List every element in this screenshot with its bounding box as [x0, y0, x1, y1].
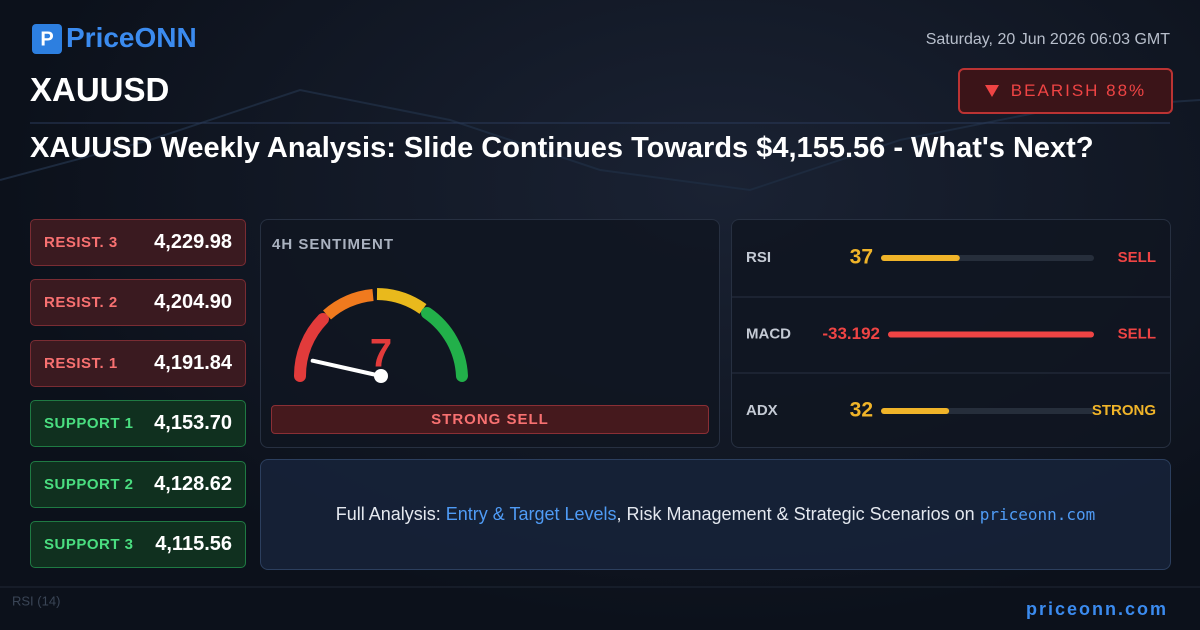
indicator-bar: [888, 331, 1094, 338]
indicator-value: 37: [850, 246, 873, 269]
level-box: SUPPORT 1 4,153.70: [30, 400, 246, 448]
background-label: RSI (14): [12, 593, 60, 608]
indicator-value: 32: [850, 399, 873, 422]
level-value: 4,229.98: [154, 231, 232, 253]
indicator-bar: [881, 408, 950, 414]
indicator-name: ADX: [746, 402, 778, 419]
level-box: SUPPORT 3 4,115.56: [30, 521, 246, 568]
sentiment-panel: 4H SENTIMENT 7 STRONG SELL: [260, 219, 720, 448]
brand[interactable]: priceonn.com: [1025, 599, 1168, 619]
gauge: 7: [293, 288, 468, 383]
level-value: 4,204.90: [154, 291, 232, 314]
footer-text: Full Analysis:: [335, 504, 446, 524]
indicator-panel: RSI 37 SELL MACD -33.192 SELL ADX 32 STRONG: [731, 219, 1171, 448]
footer-panel: Full Analysis: Entry & Target Levels, Ri…: [260, 459, 1171, 570]
indicators: RSI 37 SELL MACD -33.192 SELL ADX 32 STRONG: [732, 246, 1170, 422]
indicator-name: RSI: [746, 249, 771, 266]
level-label: SUPPORT 2: [44, 475, 134, 493]
level-box: RESIST. 2 4,204.90: [30, 279, 246, 327]
gauge-arc: [376, 288, 427, 315]
level-box: RESIST. 1 4,191.84: [30, 339, 246, 387]
logo: PriceONN: [66, 22, 197, 53]
headline: XAUUSD Weekly Analysis: Slide Continues …: [30, 132, 1094, 164]
gauge-arc: [293, 313, 329, 382]
gauge-needle: [310, 358, 383, 378]
down-icon: [984, 85, 999, 97]
sentiment-title: 4H SENTIMENT: [272, 236, 395, 253]
indicator-bar: [881, 255, 960, 261]
indicator-value: -33.192: [822, 324, 880, 343]
level-value: 4,191.84: [154, 351, 232, 374]
level-label: SUPPORT 3: [44, 536, 134, 553]
badge-text: BEARISH 88%: [1010, 81, 1147, 100]
level-label: SUPPORT 1: [44, 415, 134, 433]
gauge-arc: [323, 289, 374, 320]
indicator-signal: STRONG: [1092, 402, 1156, 419]
level-value: 4,153.70: [154, 412, 232, 435]
gauge-arc: [421, 307, 468, 382]
level-label: RESIST. 1: [44, 354, 118, 372]
sentiment-label: STRONG SELL: [271, 405, 709, 434]
level-value: 4,115.56: [155, 533, 232, 555]
symbol: XAUUSD: [30, 71, 170, 108]
indicator-name: MACD: [746, 325, 791, 342]
footer-link[interactable]: Entry & Target Levels: [445, 504, 617, 524]
datetime: Saturday, 20 Jun 2026 06:03 GMT: [925, 31, 1170, 48]
logo-icon: P: [32, 24, 62, 54]
level-value: 4,128.62: [154, 472, 232, 495]
footer-text: , Risk Management & Strategic Scenarios …: [616, 504, 980, 524]
badge: BEARISH 88%: [958, 68, 1173, 114]
level-label: RESIST. 3: [44, 234, 118, 251]
indicator-signal: SELL: [1118, 325, 1156, 342]
footer-link[interactable]: priceonn.com: [979, 505, 1096, 524]
level-label: RESIST. 2: [44, 294, 118, 312]
level-box: SUPPORT 2 4,128.62: [30, 460, 246, 508]
svg-text:P: P: [40, 28, 53, 50]
indicator-signal: SELL: [1118, 249, 1156, 266]
gauge-hub: [374, 369, 388, 383]
gauge-value: 7: [370, 332, 392, 376]
level-box: RESIST. 3 4,229.98: [30, 219, 246, 266]
